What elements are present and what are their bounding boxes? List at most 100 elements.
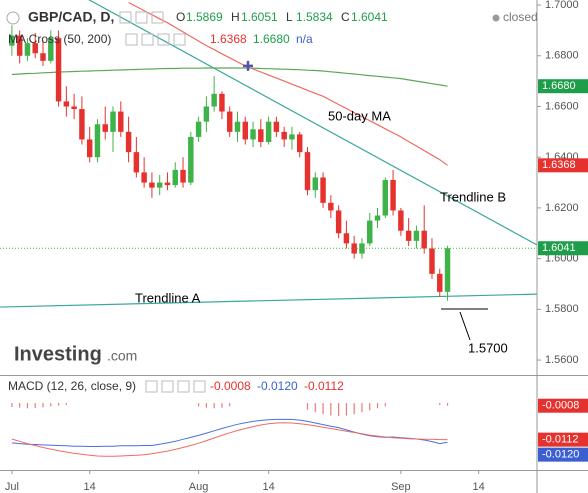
eye-icon[interactable] (119, 11, 132, 24)
candle-body (304, 152, 311, 191)
macd-histogram-bar (221, 403, 223, 408)
macd-histogram-bar (376, 403, 379, 409)
macd-value: -0.0112 (304, 379, 344, 393)
settings-icon[interactable] (141, 33, 154, 46)
macd-histogram-bar (439, 403, 441, 406)
candle-body (32, 43, 38, 54)
candle-body (16, 35, 23, 56)
brand-suffix: .com (107, 348, 137, 364)
candle-body (250, 129, 256, 140)
indicator-name: MA Cross (50, 200) (8, 32, 111, 46)
candle-body (125, 131, 132, 153)
candle-body (289, 134, 295, 140)
macd-line (11, 422, 448, 457)
candle-body (258, 129, 264, 142)
macd-line (11, 418, 448, 447)
candle-body (211, 93, 217, 107)
macd-histogram-bar (322, 403, 324, 415)
y-tick-label: 1.6800 (545, 50, 579, 62)
macd-histogram-bar (57, 403, 60, 406)
candle-body (374, 215, 381, 221)
ohlc-label: O (176, 10, 185, 24)
eye-icon[interactable] (125, 33, 138, 46)
candle-body (398, 210, 404, 231)
more-icon[interactable] (173, 33, 186, 46)
price-tag-label: 1.6041 (542, 242, 576, 254)
series-label: 50-day MA (328, 108, 391, 123)
macd-histogram-bar (345, 403, 348, 416)
candle-body (328, 202, 334, 211)
price-tag-label: -0.0008 (542, 400, 579, 412)
moving-average (128, 1, 448, 166)
annotation-pointer (459, 311, 471, 341)
candle-body (297, 134, 303, 153)
y-tick-label: 1.5600 (545, 354, 579, 366)
ohlc-label: H (231, 10, 240, 24)
ohlc-value: 1.6041 (351, 10, 388, 24)
candle-body (195, 121, 202, 137)
moving-average (11, 67, 448, 87)
candle-body (242, 121, 248, 140)
candle-body (343, 233, 350, 244)
more-icon[interactable] (193, 380, 206, 393)
candle-body (382, 180, 389, 216)
macd-histogram-bar (229, 403, 231, 407)
symbol-title: GBP/CAD, D, (28, 9, 114, 25)
candle-body (320, 177, 326, 203)
close-icon[interactable] (157, 33, 170, 46)
x-tick-label: 14 (262, 481, 274, 493)
trendline (88, 0, 537, 246)
price-tag-label: 1.6368 (542, 159, 576, 171)
candle-body (133, 152, 140, 173)
candle-body (110, 111, 116, 132)
macd-histogram-bar (11, 403, 13, 408)
price-tag (538, 432, 588, 447)
price-tag (538, 447, 588, 462)
indicator-value: n/a (296, 32, 313, 46)
settings-icon[interactable] (135, 11, 148, 24)
candle-body (24, 43, 31, 56)
price-tag-label: -0.0120 (542, 449, 579, 461)
candle-body (9, 35, 15, 46)
y-tick-label: 1.7000 (545, 0, 579, 11)
ohlc-value: 1.6051 (241, 10, 278, 24)
x-tick-label: Aug (189, 481, 209, 493)
candle-body (55, 38, 62, 102)
price-tag (538, 79, 588, 94)
y-tick-label: 1.6000 (545, 253, 579, 265)
candle-body (164, 182, 171, 186)
macd-panel (11, 403, 449, 457)
settings-icon[interactable] (161, 380, 174, 393)
eye-icon[interactable] (145, 380, 158, 393)
candle-body (421, 230, 427, 249)
macd-histogram-bar (446, 403, 449, 406)
macd-histogram-bar (42, 403, 44, 408)
macd-histogram-bar (384, 403, 386, 407)
macd-histogram-bar (353, 403, 355, 415)
candle-body (234, 121, 241, 132)
macd-histogram-bar (306, 403, 309, 410)
price-tag (538, 241, 588, 256)
candle-body (141, 172, 147, 183)
trendline-label: Trendline B (440, 189, 506, 204)
candle-body (48, 38, 54, 61)
candle-body (444, 248, 451, 292)
brand-name: Investing (14, 343, 102, 365)
candle-body (226, 111, 233, 132)
candle-body (188, 136, 194, 183)
candle-body (367, 220, 373, 244)
macd-histogram-bar (34, 403, 36, 408)
collapse-icon[interactable] (6, 11, 20, 25)
candle-body (156, 182, 163, 188)
price-tag-label: -0.0112 (542, 434, 579, 446)
close-icon[interactable] (177, 380, 190, 393)
candle-body (265, 121, 272, 142)
macd-histogram-bar (197, 403, 200, 407)
close-icon[interactable] (151, 11, 164, 24)
trendline-label: Trendline A (135, 290, 201, 305)
y-tick-label: 1.5800 (545, 303, 579, 315)
